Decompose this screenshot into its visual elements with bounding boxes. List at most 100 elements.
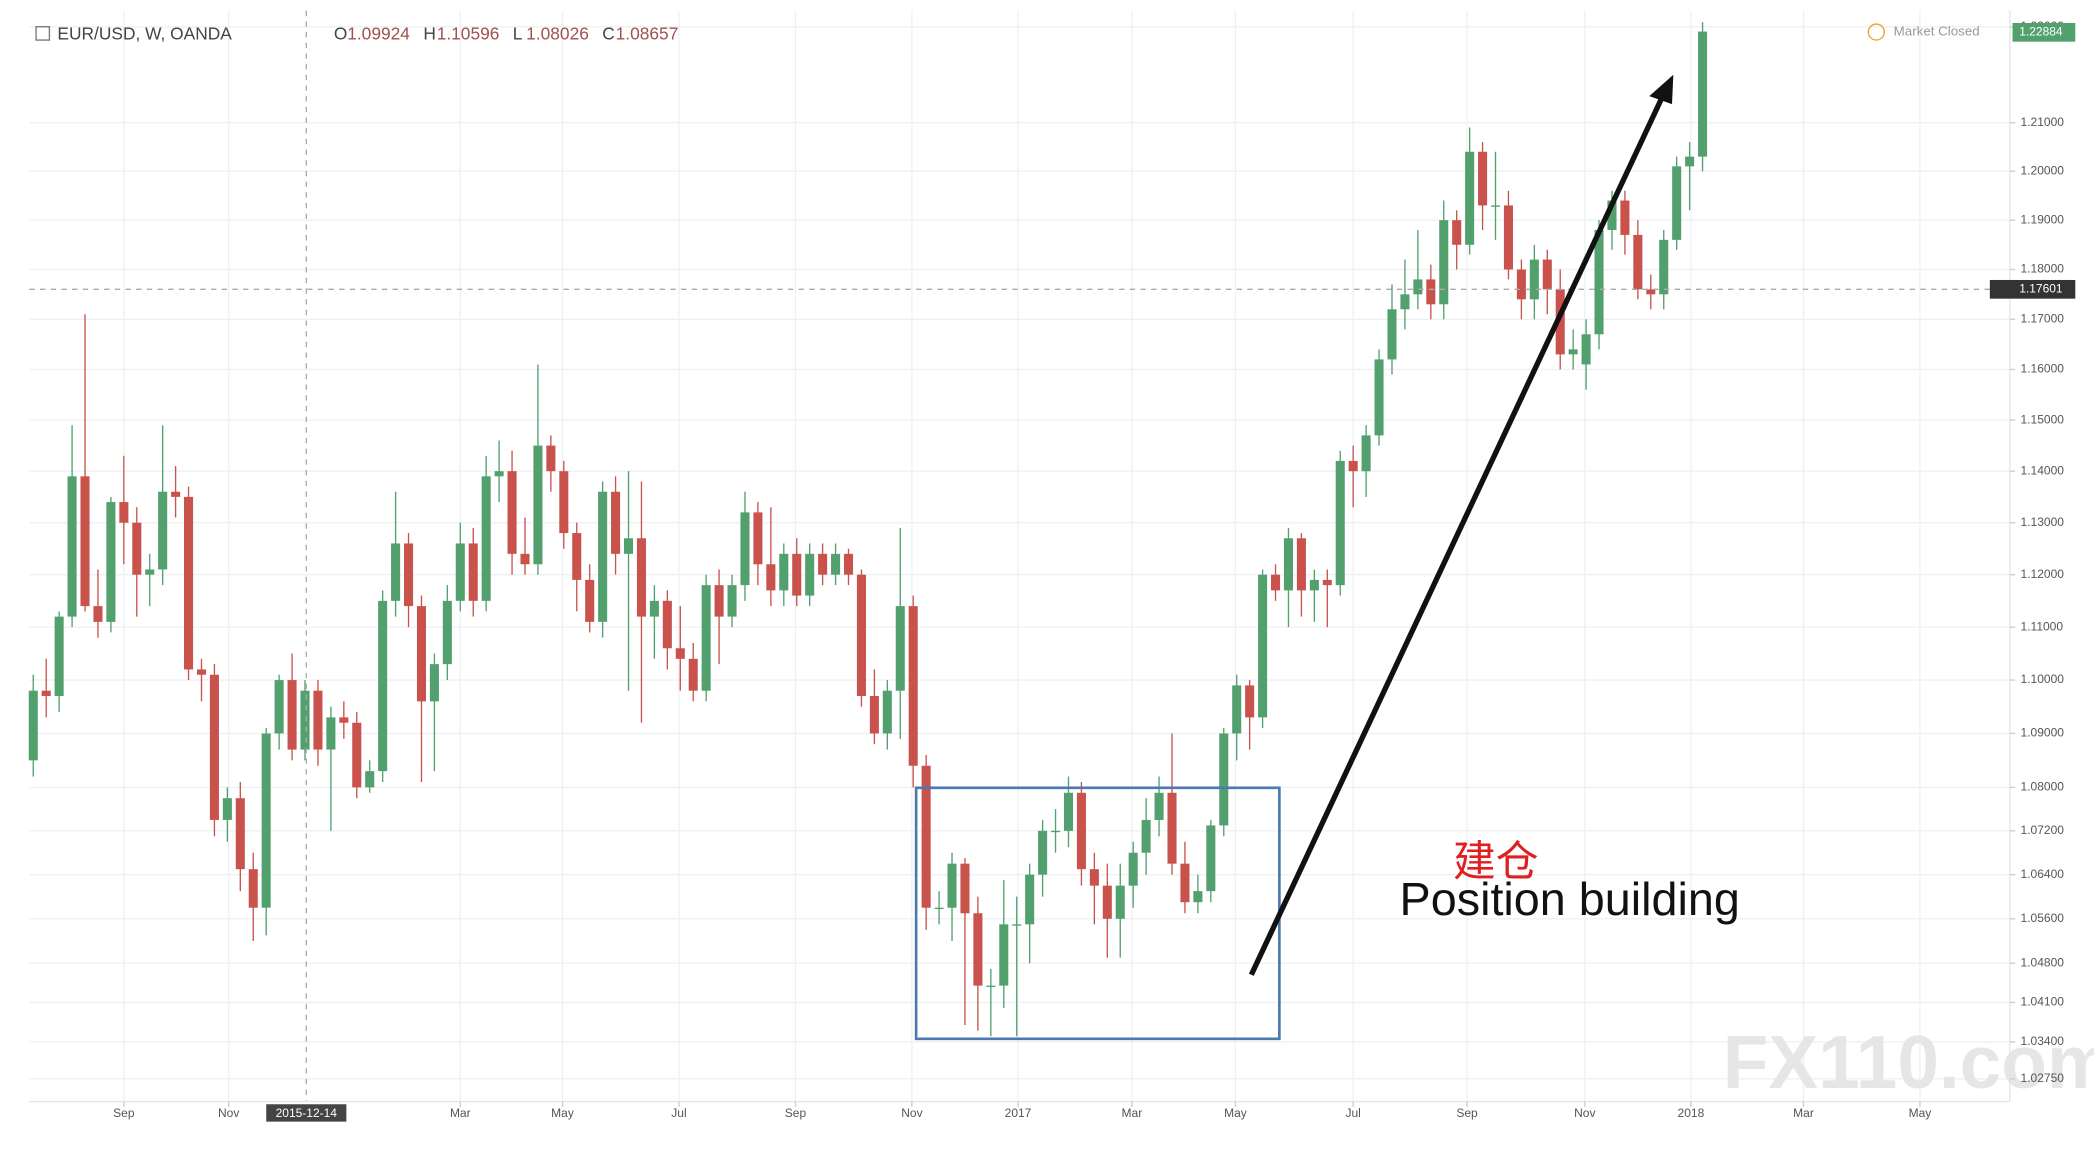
- candle-body: [196, 669, 207, 675]
- candle-body: [585, 579, 595, 622]
- y-tick-label: 1.12000: [2021, 567, 2065, 581]
- header: EUR/USD, W, OANDA O 1.09924 H 1.10596 L 1.080…: [35, 23, 1980, 43]
- candle-body: [1193, 891, 1203, 903]
- candle-body: [921, 765, 931, 908]
- candle-body: [1452, 220, 1462, 245]
- candle-body: [1465, 151, 1475, 245]
- candle-body: [1685, 156, 1695, 167]
- candle-body: [41, 690, 51, 697]
- candle-body: [960, 863, 970, 914]
- candle-body: [145, 569, 155, 575]
- y-tick-label: 1.02750: [2021, 1071, 2065, 1085]
- candle-body: [248, 869, 258, 908]
- candle-body: [1128, 852, 1138, 886]
- candle-body: [416, 606, 427, 702]
- y-tick-label: 1.15000: [2021, 412, 2065, 426]
- y-tick-label: 1.14000: [2021, 463, 2065, 477]
- x-tick-label: Nov: [901, 1106, 922, 1120]
- candle-body: [365, 771, 375, 788]
- candle-body: [1503, 205, 1513, 270]
- x-tick-label: Jul: [671, 1106, 686, 1120]
- x-tick-label: Jul: [1345, 1106, 1360, 1120]
- candle-body: [1659, 239, 1669, 295]
- candle-body: [1413, 279, 1423, 295]
- candle-body: [779, 553, 789, 591]
- y-tick-label: 1.04800: [2021, 955, 2065, 969]
- candle-body: [209, 674, 219, 820]
- annotation-chinese: 建仓: [1453, 837, 1538, 887]
- candle-body: [429, 664, 439, 702]
- candle-body: [171, 491, 181, 497]
- legend-key: O: [334, 23, 348, 43]
- candle-body: [132, 522, 142, 575]
- candle-body: [1271, 574, 1281, 591]
- candle-body: [1025, 874, 1035, 925]
- market-status: Market Closed: [1894, 24, 1980, 39]
- candle-body: [1115, 885, 1125, 919]
- last-price-tag: [2012, 22, 2076, 42]
- candle-body: [119, 502, 129, 523]
- candle-body: [261, 733, 271, 908]
- y-tick-label: 1.03400: [2021, 1034, 2065, 1048]
- status-icon: [1867, 23, 1886, 41]
- candle-body: [559, 471, 569, 534]
- candle-body: [1309, 579, 1319, 591]
- x-tick-label: Sep: [1456, 1106, 1478, 1120]
- candle-body: [54, 616, 64, 697]
- y-tick-label: 1.07200: [2021, 823, 2065, 837]
- candle-body: [1258, 574, 1268, 718]
- candle-body: [274, 680, 284, 734]
- candle-body: [662, 600, 672, 649]
- candle-body: [714, 585, 724, 617]
- candle-body: [1646, 289, 1656, 295]
- candle-body: [28, 690, 38, 761]
- candle-body: [1555, 289, 1565, 355]
- legend-value: 1.08026: [526, 23, 589, 43]
- candle-body: [675, 648, 685, 659]
- candle-body: [378, 600, 388, 772]
- candle-body: [546, 445, 556, 472]
- candle-body: [1581, 334, 1591, 365]
- candle-body: [740, 512, 750, 586]
- candle-body: [598, 491, 608, 622]
- candle-body: [300, 690, 310, 750]
- legend-key: C: [602, 23, 615, 43]
- x-tick-label: 2018: [1678, 1106, 1705, 1120]
- candle-body: [1180, 863, 1190, 903]
- x-tick-label: Mar: [450, 1106, 471, 1120]
- x-tick-label: Sep: [785, 1106, 807, 1120]
- candle-body: [1089, 869, 1099, 886]
- candle-body: [158, 491, 168, 570]
- candle-body: [287, 680, 297, 750]
- candle-body: [623, 538, 634, 554]
- candle-body: [1245, 685, 1255, 718]
- x-tick-label: Mar: [1793, 1106, 1814, 1120]
- candle-body: [235, 798, 245, 870]
- candle-body: [1141, 819, 1151, 853]
- candle-body: [93, 606, 103, 622]
- candle-body: [1516, 269, 1526, 300]
- symbol: EUR/USD, W, OANDA: [57, 23, 232, 43]
- candle-body: [106, 502, 116, 622]
- y-tick-label: 1.09000: [2021, 726, 2065, 740]
- candle-body: [649, 600, 659, 617]
- crosshair-date-label: 2015-12-14: [276, 1106, 338, 1120]
- collapse-icon[interactable]: [35, 26, 51, 41]
- candle-body: [1490, 205, 1501, 207]
- candle-body: [1167, 792, 1177, 864]
- candle-body: [882, 690, 892, 734]
- candle-body: [999, 924, 1009, 986]
- y-tick-label: 1.13000: [2021, 515, 2065, 529]
- candle-body: [222, 798, 232, 820]
- candle-body: [468, 543, 478, 601]
- axes: 1.230001.210001.200001.190001.180001.170…: [113, 19, 2076, 1122]
- x-tick-label: 2017: [1005, 1106, 1032, 1120]
- y-tick-label: 1.05600: [2021, 911, 2065, 925]
- candle-body: [1361, 435, 1371, 472]
- candle-body: [313, 690, 323, 750]
- candle-body: [1426, 279, 1436, 305]
- candle-body: [1063, 792, 1074, 831]
- x-tick-label: May: [1224, 1106, 1247, 1120]
- candle-body: [636, 538, 646, 617]
